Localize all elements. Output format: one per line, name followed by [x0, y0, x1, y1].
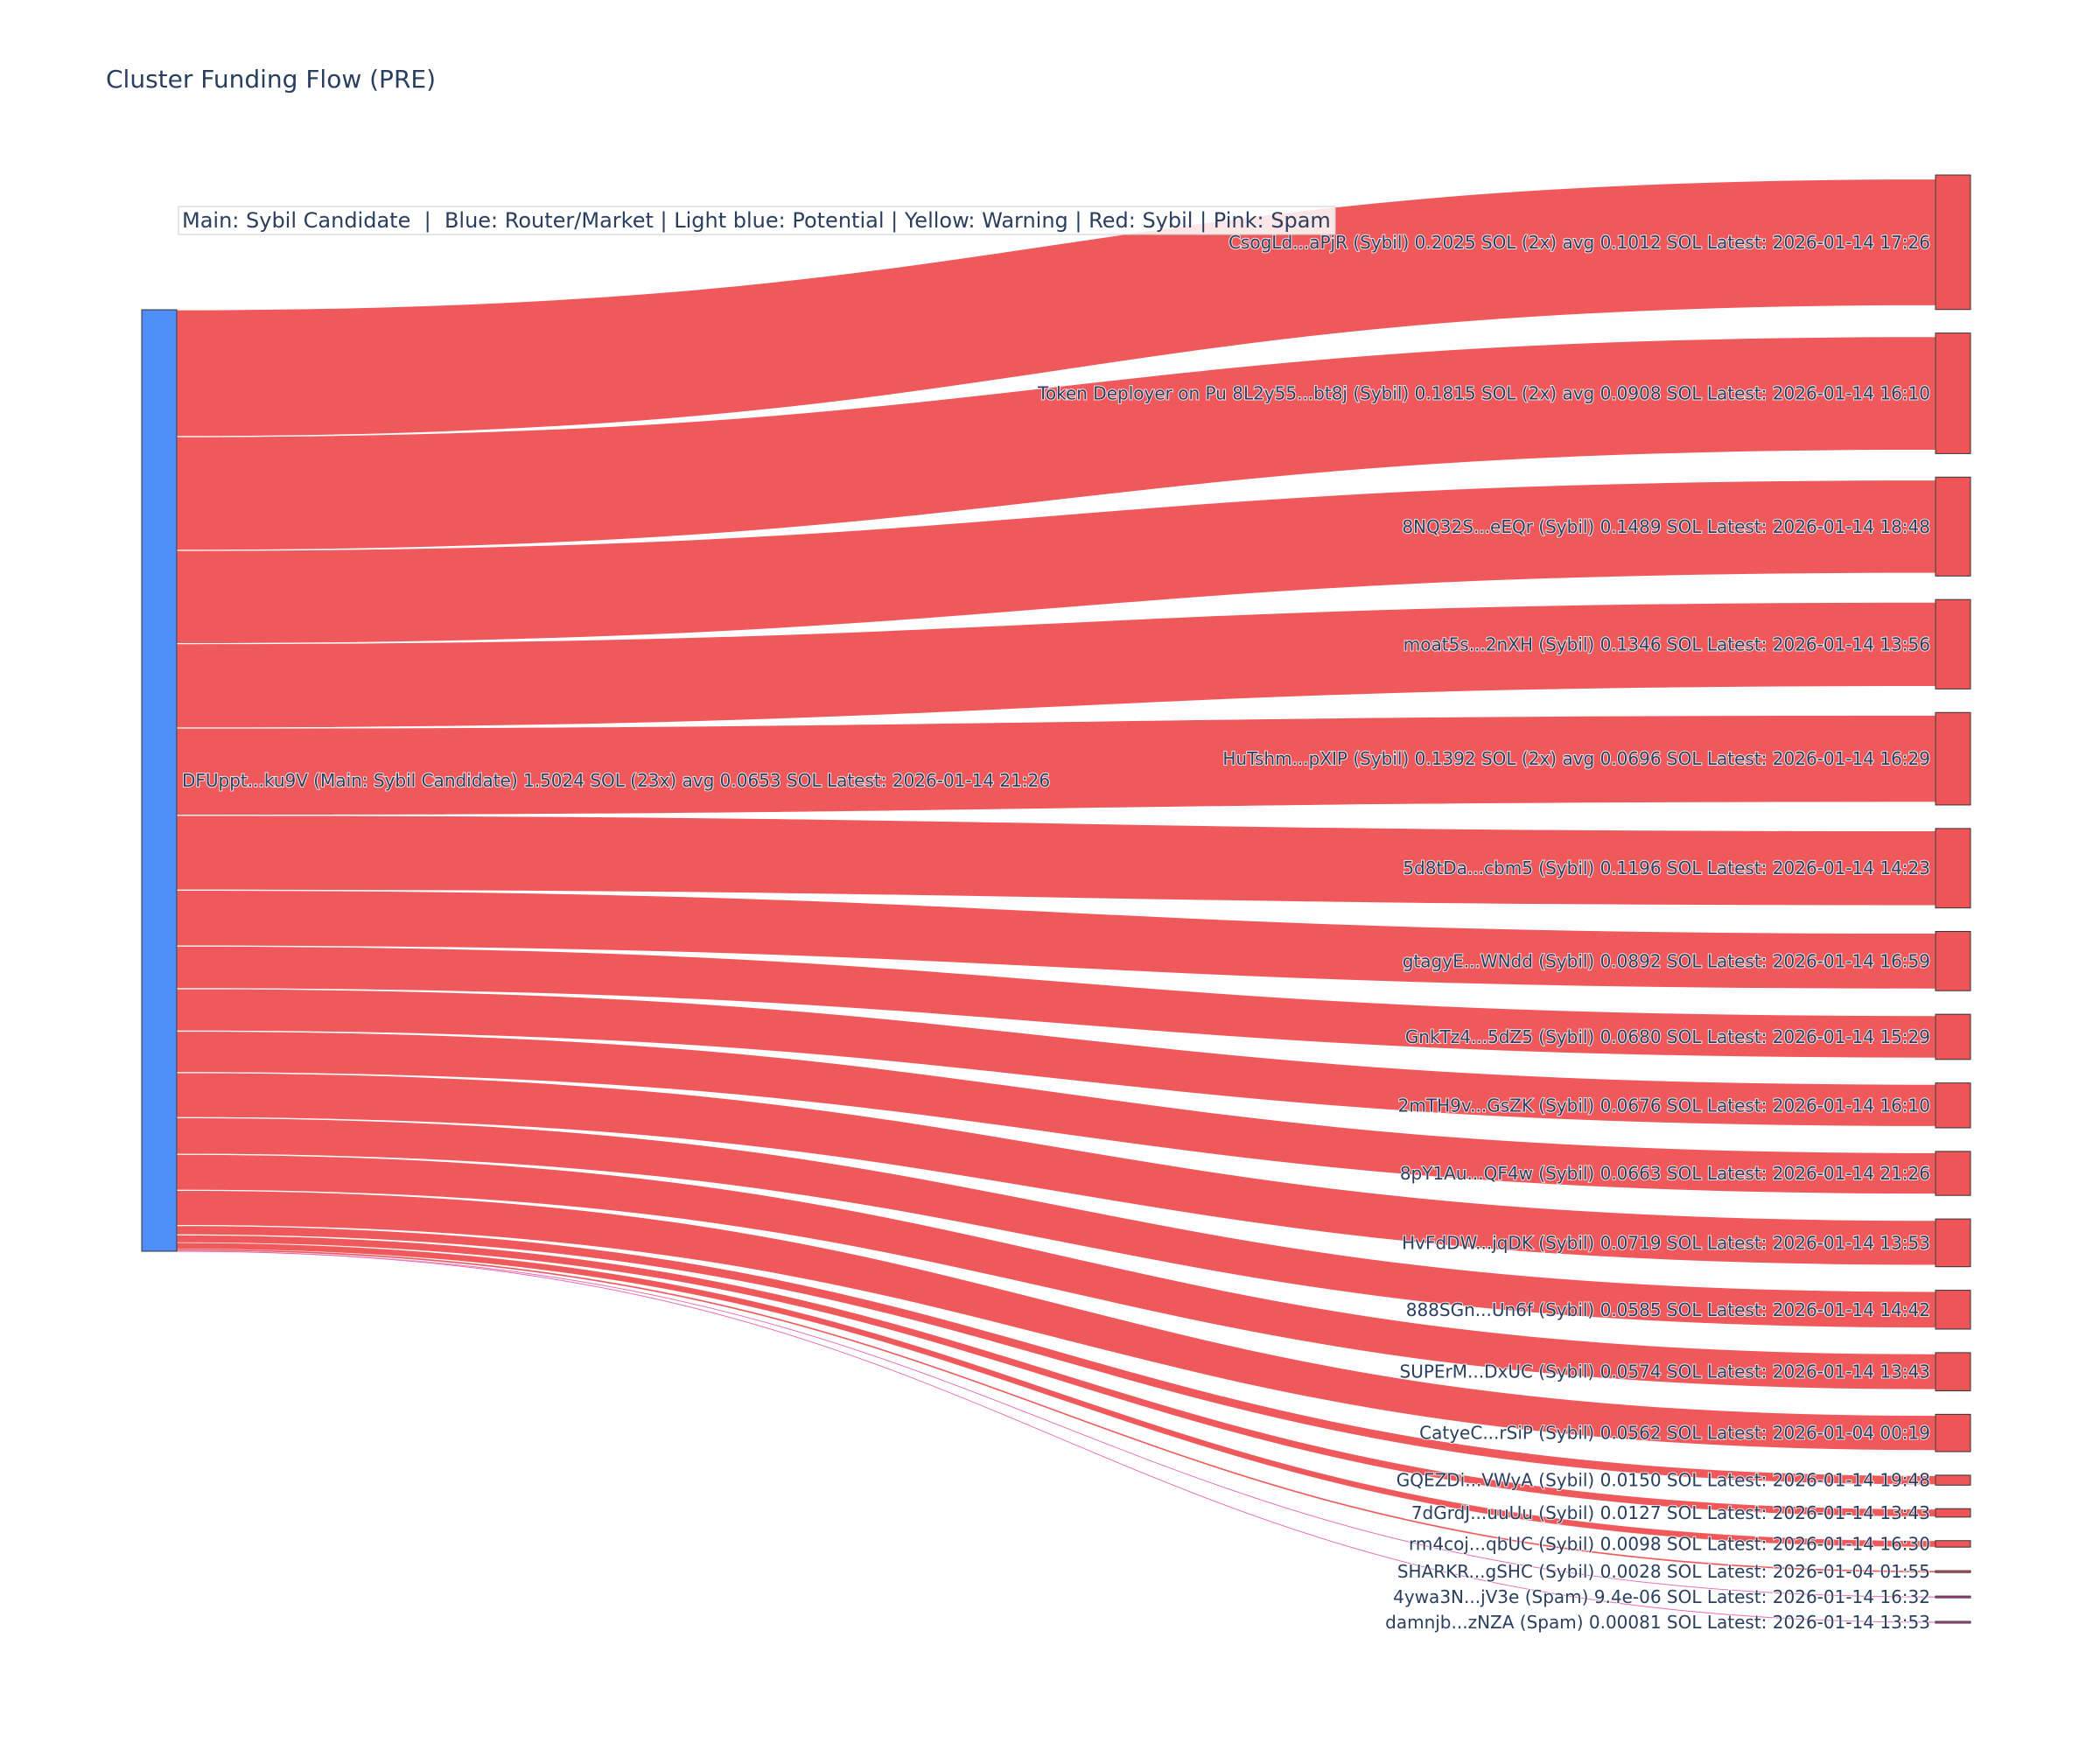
target-node[interactable] — [1935, 931, 1971, 991]
target-node-label: CsogLd...aPjR (Sybil) 0.2025 SOL (2x) av… — [1228, 232, 1930, 253]
target-node[interactable] — [1935, 1013, 1971, 1060]
target-node[interactable] — [1935, 476, 1971, 577]
target-node[interactable] — [1935, 1413, 1971, 1452]
target-node[interactable] — [1935, 598, 1971, 690]
target-node-label: 8NQ32S...eEQr (Sybil) 0.1489 SOL Latest:… — [1402, 516, 1930, 537]
target-node-label: GQEZDi...VWyA (Sybil) 0.0150 SOL Latest:… — [1396, 1470, 1930, 1491]
target-node-label: 4ywa3N...jV3e (Spam) 9.4e-06 SOL Latest:… — [1393, 1586, 1930, 1607]
target-node[interactable] — [1935, 1620, 1971, 1624]
nodes-layer — [141, 174, 1971, 1624]
target-node[interactable] — [1935, 1218, 1971, 1268]
legend-note: Main: Sybil Candidate | Blue: Router/Mar… — [178, 206, 1336, 235]
target-node-label: CatyeC...rSiP (Sybil) 0.0562 SOL Latest:… — [1419, 1423, 1930, 1444]
target-node-label: GnkTz4...5dZ5 (Sybil) 0.0680 SOL Latest:… — [1405, 1026, 1930, 1047]
target-node-label: damnjb...zNZA (Spam) 0.00081 SOL Latest:… — [1385, 1612, 1930, 1633]
target-node[interactable] — [1935, 828, 1971, 909]
legend-note-box — [178, 206, 1336, 235]
target-node[interactable] — [1935, 1474, 1971, 1486]
target-node-label: HvFdDW...jqDK (Sybil) 0.0719 SOL Latest:… — [1402, 1232, 1930, 1253]
target-node[interactable] — [1935, 1151, 1971, 1196]
target-node-label: 7dGrdJ...uuUu (Sybil) 0.0127 SOL Latest:… — [1411, 1502, 1930, 1523]
target-node-label: rm4coj...qbUC (Sybil) 0.0098 SOL Latest:… — [1409, 1533, 1930, 1554]
target-node[interactable] — [1935, 174, 1971, 311]
target-node[interactable] — [1935, 332, 1971, 454]
target-node[interactable] — [1935, 1352, 1971, 1391]
target-node[interactable] — [1935, 1595, 1971, 1599]
target-node-label: moat5s...2nXH (Sybil) 0.1346 SOL Latest:… — [1404, 634, 1930, 654]
target-node-label: SHARKR...gSHC (Sybil) 0.0028 SOL Latest:… — [1397, 1561, 1930, 1582]
links-layer — [176, 178, 1936, 1623]
labels-layer: CsogLd...aPjR (Sybil) 0.2025 SOL (2x) av… — [181, 231, 1931, 1634]
target-node-label: SUPErM...DxUC (Sybil) 0.0574 SOL Latest:… — [1400, 1362, 1930, 1382]
target-node[interactable] — [1935, 1570, 1971, 1573]
target-node-label: HuTshm...pXIP (Sybil) 0.1392 SOL (2x) av… — [1222, 748, 1930, 769]
target-node[interactable] — [1935, 1540, 1971, 1548]
target-node[interactable] — [1935, 1290, 1971, 1330]
target-node[interactable] — [1935, 1082, 1971, 1129]
target-node-label: 8pY1Au...QF4w (Sybil) 0.0663 SOL Latest:… — [1400, 1163, 1930, 1184]
target-node-label: gtagyE...WNdd (Sybil) 0.0892 SOL Latest:… — [1403, 950, 1930, 971]
target-node-label: 5d8tDa...cbm5 (Sybil) 0.1196 SOL Latest:… — [1403, 858, 1930, 878]
source-node[interactable] — [141, 309, 178, 1252]
target-node[interactable] — [1935, 711, 1971, 806]
target-node-label: 888SGn...Un6f (Sybil) 0.0585 SOL Latest:… — [1406, 1299, 1930, 1320]
target-node[interactable] — [1935, 1508, 1971, 1518]
legend-note-text: Main: Sybil Candidate | Blue: Router/Mar… — [182, 208, 1331, 233]
source-node-label: DFUppt...ku9V (Main: Sybil Candidate) 1.… — [182, 770, 1050, 791]
target-node-label: 2mTH9v...GsZK (Sybil) 0.0676 SOL Latest:… — [1398, 1095, 1930, 1116]
chart-title: Cluster Funding Flow (PRE) — [106, 65, 436, 94]
target-node-label: Token Deployer on Pu 8L2y55...bt8j (Sybi… — [1037, 383, 1930, 404]
